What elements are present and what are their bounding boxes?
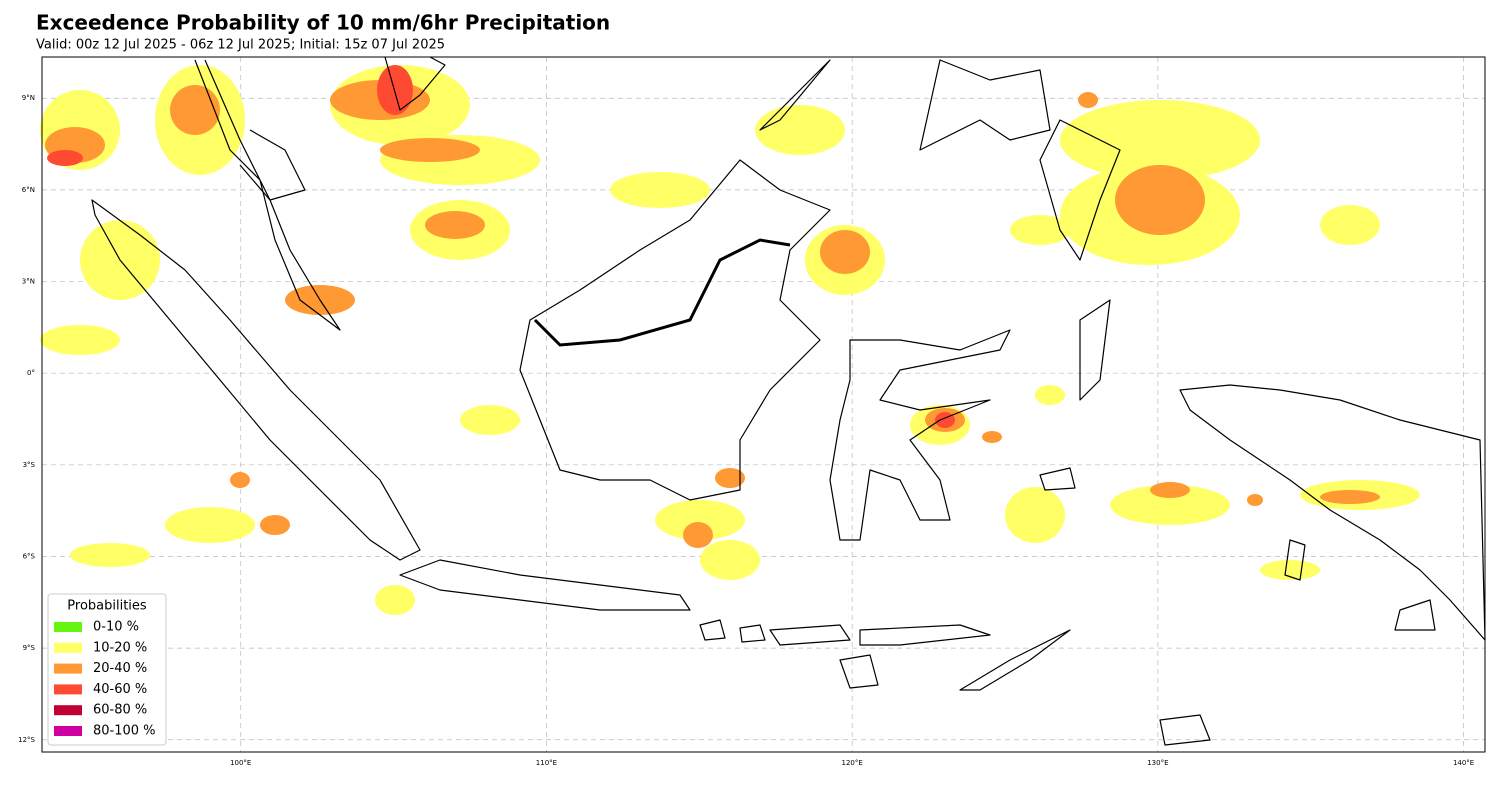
map-background (42, 57, 1485, 752)
legend-label: 40-60 % (93, 682, 147, 697)
legend-swatch (54, 622, 82, 632)
legend-swatch (54, 642, 82, 653)
legend-title: Probabilities (67, 599, 147, 614)
legend-swatch (54, 663, 82, 674)
grid (42, 57, 1485, 752)
y-tick-label: 6°S (23, 552, 36, 560)
legend-swatch (54, 726, 82, 736)
ticks: 100°E 110°E 120°E 130°E 140°E 9°N 6°N 3°N 0° 3°S 6… (18, 94, 1474, 767)
y-tick-label: 12°S (18, 736, 35, 744)
y-tick-label: 3°N (22, 278, 35, 286)
y-tick-label: 0° (27, 369, 35, 377)
y-tick-label: 3°S (23, 461, 36, 469)
x-tick-label: 120°E (842, 759, 863, 767)
legend-items: 0-10 % 10-20 % 20-40 % 40-60 % 60-80 % 80-100… (54, 620, 156, 739)
legend-swatch (54, 705, 82, 716)
title: Exceedence Probability of 10 mm/6hr Prec… (36, 11, 610, 35)
y-tick-label: 9°S (23, 644, 36, 652)
subtitle: Valid: 00z 12 Jul 2025 - 06z 12 Jul 2025… (36, 38, 445, 53)
legend-label: 60-80 % (93, 703, 147, 718)
x-tick-label: 140°E (1453, 759, 1474, 767)
y-tick-label: 6°N (22, 186, 35, 194)
legend-label: 20-40 % (93, 661, 147, 676)
legend-swatch (54, 684, 82, 695)
legend-label: 0-10 % (93, 620, 139, 635)
x-tick-label: 100°E (230, 759, 251, 767)
legend: Probabilities 0-10 % 10-20 % 20-40 % 40-60 … (47, 593, 167, 746)
y-tick-label: 9°N (22, 94, 35, 102)
legend-label: 10-20 % (93, 640, 147, 655)
legend-label: 80-100 % (93, 724, 156, 739)
map-frame (41, 56, 1486, 753)
x-tick-label: 130°E (1147, 759, 1168, 767)
coastlines (91, 56, 1486, 746)
x-tick-label: 110°E (536, 759, 557, 767)
